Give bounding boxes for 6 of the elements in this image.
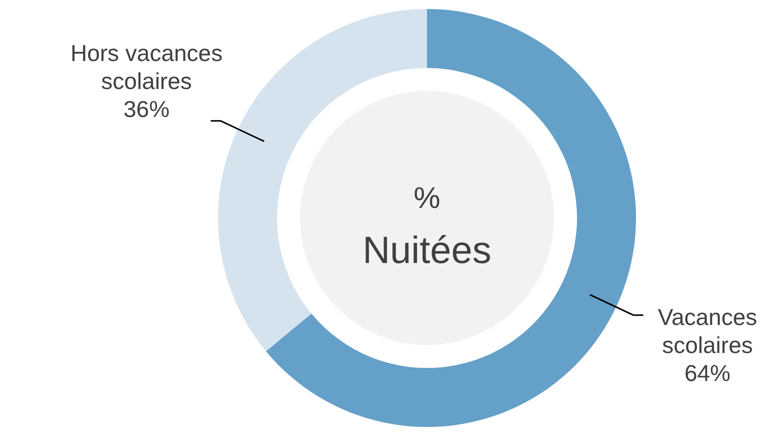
slice-label: Vacances scolaires — [658, 304, 758, 358]
text: % Nuitées — [362, 182, 492, 272]
donut-slice — [266, 9, 636, 427]
slice-label: Hors vacances scolaires — [70, 40, 223, 94]
data-label: 36% — [123, 96, 170, 122]
data-label: 64% — [684, 360, 731, 386]
